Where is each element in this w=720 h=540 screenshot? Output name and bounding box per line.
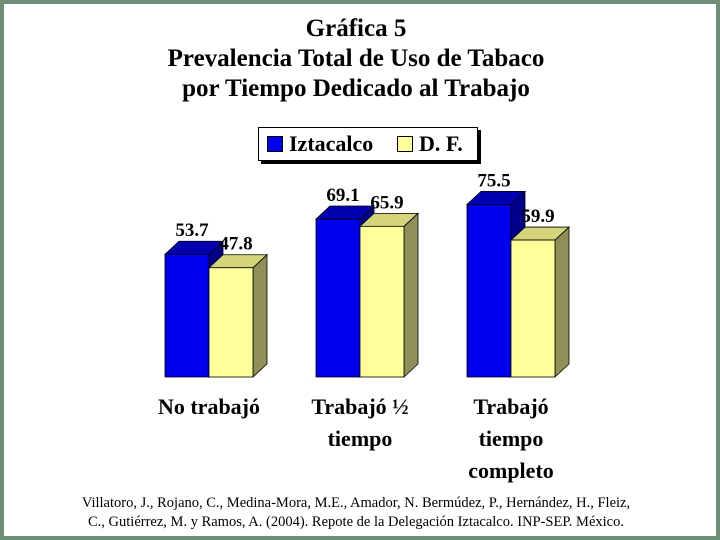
data-label-df-1: 47.8 — [219, 234, 252, 255]
category-label-no-trabajo: No trabajó — [134, 391, 284, 423]
legend-item-iztacalco: Iztacalco — [267, 128, 373, 160]
data-label-df-3: 59.9 — [521, 206, 554, 227]
legend-label-iztacalco: Iztacalco — [289, 131, 374, 156]
data-label-iztacalco-1: 53.7 — [175, 220, 209, 241]
data-label-iztacalco-2: 69.1 — [326, 185, 359, 206]
citation-line-1: Villatoro, J., Rojano, C., Medina-Mora, … — [81, 495, 631, 511]
data-label-iztacalco-3: 75.5 — [477, 170, 510, 191]
bar-front-face — [510, 239, 556, 378]
legend-swatch-iztacalco — [267, 136, 283, 152]
category-label-tiempo-completo: Trabajó tiempo completo — [436, 391, 586, 487]
bar-front-face — [315, 218, 361, 378]
category-label-line: Trabajó — [473, 394, 549, 419]
category-label-line: completo — [468, 458, 554, 483]
bar-side-face — [403, 212, 419, 378]
bar-front-face — [208, 267, 254, 378]
data-label-df-2: 65.9 — [370, 192, 403, 213]
legend-item-df: D. F. — [397, 128, 463, 160]
title-line-2: Prevalencia Total de Uso de Tabaco — [167, 45, 545, 72]
citation: Villatoro, J., Rojano, C., Medina-Mora, … — [20, 494, 692, 532]
title-line-1: Gráfica 5 — [305, 15, 407, 42]
category-label-line: No trabajó — [157, 394, 261, 419]
category-label-line: tiempo — [478, 426, 544, 451]
bar-side-face — [554, 226, 570, 378]
bar-side-face — [252, 253, 268, 378]
citation-line-2: C., Gutiérrez, M. y Ramos, A. (2004). Re… — [88, 514, 624, 530]
bar-front-face — [359, 225, 405, 378]
chart-title: Gráfica 5 Prevalencia Total de Uso de Ta… — [0, 14, 712, 104]
legend-label-df: D. F. — [419, 131, 463, 156]
category-label-line: Trabajó ½ — [311, 394, 409, 419]
category-label-medio-tiempo: Trabajó ½ tiempo — [285, 391, 435, 455]
legend-swatch-df — [397, 136, 413, 152]
bar-front-face — [466, 204, 512, 378]
bar-df-3 — [509, 226, 571, 378]
title-line-3: por Tiempo Dedicado al Trabajo — [182, 75, 530, 102]
bar-df-2 — [358, 212, 420, 378]
bar-front-face — [164, 253, 210, 378]
category-label-line: tiempo — [327, 426, 393, 451]
bar-df-1 — [207, 253, 269, 378]
chart-legend: Iztacalco D. F. — [258, 127, 478, 161]
